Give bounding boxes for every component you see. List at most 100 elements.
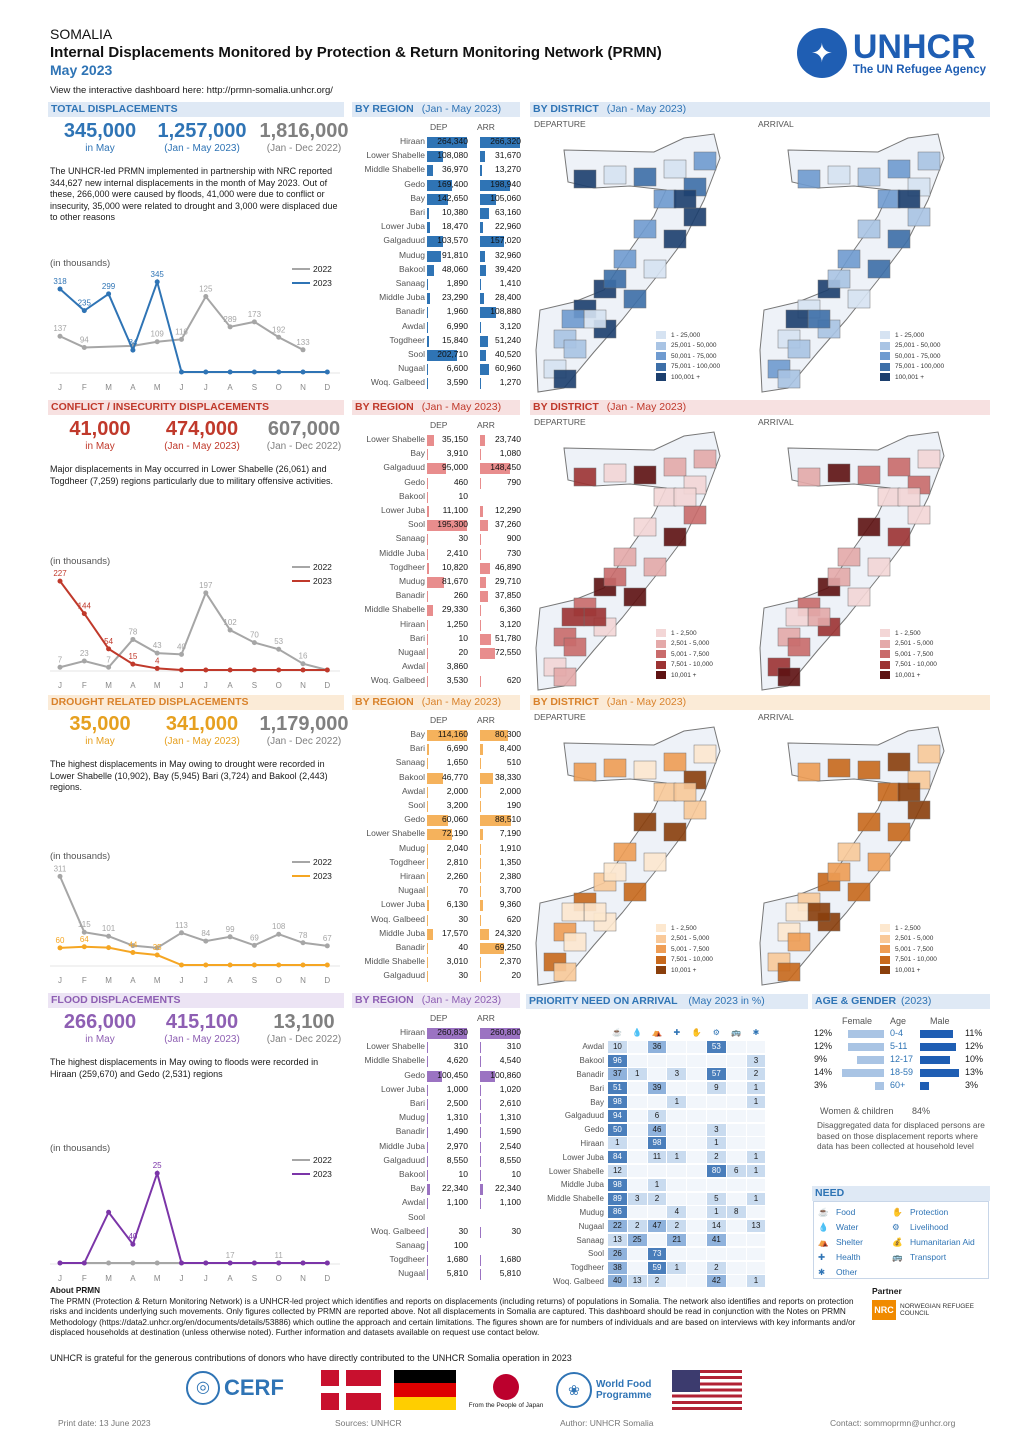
dep-value: 3,860 — [446, 661, 468, 672]
stat-label: in May — [85, 736, 115, 747]
need-row: Awdal 10 36 53 — [528, 1040, 766, 1054]
data-label: 115 — [78, 920, 91, 929]
need-cell: 41 — [706, 1234, 726, 1247]
female-pct: 12% — [814, 1041, 833, 1051]
legend-range: 1 - 25,000 — [671, 331, 701, 339]
district-area — [623, 882, 647, 902]
series-point-2023 — [203, 369, 209, 375]
livelihood-icon: ⚙ — [892, 1221, 900, 1232]
dep-value: 1,250 — [446, 618, 468, 629]
arr-value: 24,320 — [495, 927, 521, 938]
series-point-2023 — [57, 578, 63, 584]
dep-bar — [427, 886, 428, 898]
arr-bar — [480, 165, 482, 177]
arr-value: 4,540 — [499, 1055, 521, 1066]
chart-legend-item: 2023 — [292, 871, 332, 881]
dep-bar — [427, 591, 428, 603]
arr-bar — [480, 477, 481, 489]
district-area — [633, 167, 657, 187]
region-row: Woq. Galbeed 30 30 — [355, 1226, 525, 1240]
series-point-2022 — [81, 344, 87, 350]
legend-range: 10,001 + — [671, 671, 697, 679]
region-row: Woq. Galbeed 30 620 — [355, 914, 525, 928]
arr-bar — [480, 914, 481, 926]
data-label: 227 — [53, 569, 67, 578]
need-cell — [726, 1068, 746, 1081]
region-name: Bakool — [399, 771, 425, 782]
dep-bar — [427, 435, 435, 446]
data-label: 25 — [153, 1161, 162, 1170]
by-region-period: (Jan - May 2023) — [421, 103, 502, 115]
district-area — [673, 189, 697, 209]
region-row: Awdal 2,000 2,000 — [355, 786, 525, 800]
district-area — [867, 852, 891, 872]
conflict-map-holder — [534, 428, 759, 701]
need-cell: 94 — [608, 1109, 627, 1122]
dep-bar — [427, 857, 428, 869]
district-area — [827, 463, 851, 483]
district-area — [877, 189, 901, 209]
need-cell: 3 — [627, 1192, 647, 1205]
legend-range: 75,001 - 100,000 — [895, 363, 945, 371]
dep-bar — [427, 1099, 428, 1110]
male-label: Male — [930, 1016, 950, 1026]
need-cell: 98 — [647, 1137, 667, 1150]
dep-bar — [427, 1042, 428, 1054]
chart-legend-item: 2022 — [292, 857, 332, 867]
need-cell — [726, 1096, 746, 1109]
by-district-period: (Jan - May 2023) — [606, 103, 687, 115]
region-row: Hiraan 1,250 3,120 — [355, 619, 525, 633]
region-row: Bakool 10 — [355, 491, 525, 505]
series-point-2023 — [154, 665, 160, 671]
arr-value: 2,000 — [499, 785, 521, 796]
dashboard-link[interactable]: View the interactive dashboard here: htt… — [50, 85, 333, 96]
dep-value: 202,710 — [437, 349, 468, 359]
region-row: Middle Shabelle 36,970 13,270 — [355, 164, 525, 178]
need-region: Bay — [590, 1097, 604, 1107]
arr-value: 266,320 — [490, 136, 521, 146]
region-row: Sool 202,710 40,520 — [355, 349, 525, 363]
legend-swatch — [656, 373, 666, 382]
conflict-by-district-header: BY DISTRICT (Jan - May 2023) — [530, 400, 990, 415]
need-cell: 25 — [627, 1234, 647, 1247]
need-row: Bari 51 39 9 1 — [528, 1081, 766, 1095]
by-region-label: BY REGION — [355, 103, 414, 115]
need-legend-header: NEED — [812, 1186, 990, 1201]
male-pct: 12% — [965, 1041, 984, 1051]
contact[interactable]: Contact: sommoprmn@unhcr.org — [830, 1418, 956, 1428]
dep-bar — [427, 179, 453, 191]
region-name: Gedo — [404, 178, 425, 189]
dep-bar — [427, 222, 430, 234]
conflict-section-header: CONFLICT / INSECURITY DISPLACEMENTS — [48, 400, 344, 415]
region-name: Galgaduud — [383, 1154, 425, 1165]
food-icon: ☕ — [612, 1028, 623, 1037]
water-icon: 💧 — [632, 1028, 643, 1037]
dep-bar — [427, 843, 428, 855]
month-tick: O — [276, 976, 282, 985]
total-stat-may: 345,000 in May — [50, 120, 150, 154]
district-area — [653, 189, 677, 209]
series-point-2022 — [81, 929, 87, 935]
district-area — [907, 207, 931, 227]
need-cell: 13 — [608, 1234, 627, 1247]
district-area — [633, 812, 657, 832]
legend-range: 50,001 - 75,000 — [895, 352, 941, 360]
arr-bar — [480, 534, 481, 546]
other-icon: ✱ — [752, 1028, 760, 1037]
legend-row: 2,501 - 5,000 — [880, 934, 937, 945]
dep-bar — [427, 619, 428, 631]
legend-label: 2023 — [313, 1169, 332, 1179]
dep-bar — [427, 137, 467, 148]
month-tick: D — [324, 383, 330, 392]
district-area — [847, 289, 871, 309]
conflict-map-holder — [758, 428, 983, 701]
region-row: Gedo 169,400 198,940 — [355, 179, 525, 193]
protection-icon: ✋ — [691, 1028, 702, 1037]
need-legend-label: Food — [836, 1207, 856, 1217]
total-summary: The UNHCR-led PRMN implemented in partne… — [50, 166, 338, 222]
flood-summary: The highest displacements in May owing t… — [50, 1057, 319, 1079]
legend-row: 10,001 + — [656, 965, 713, 976]
series-point-2022 — [227, 324, 233, 330]
region-row: Nugaal 6,600 60,960 — [355, 363, 525, 377]
data-label: 289 — [223, 315, 237, 324]
